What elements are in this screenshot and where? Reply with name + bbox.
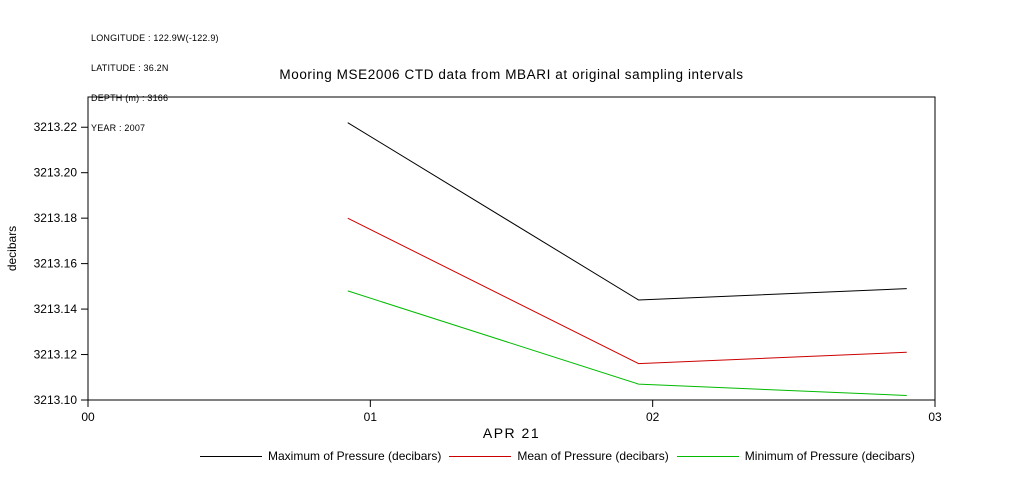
- legend-label-maximum: Maximum of Pressure (decibars): [268, 449, 442, 463]
- meta-line-year: YEAR : 2007: [91, 123, 146, 133]
- y-axis-label: decibars: [5, 226, 19, 271]
- series-line-2: [347, 290, 907, 396]
- legend-item-mean: Mean of Pressure (decibars): [449, 449, 669, 463]
- legend-line-maximum: [200, 455, 262, 457]
- legend-line-minimum: [676, 455, 739, 457]
- legend-line-mean: [449, 455, 512, 457]
- y-tick-label: 3213.16: [34, 257, 78, 271]
- legend-label-minimum: Minimum of Pressure (decibars): [744, 449, 915, 463]
- legend-item-minimum: Minimum of Pressure (decibars): [676, 449, 915, 463]
- series-line-0: [347, 122, 907, 301]
- y-tick-label: 3213.18: [34, 211, 78, 225]
- legend-label-mean: Mean of Pressure (decibars): [517, 449, 669, 463]
- y-tick-label: 3213.14: [34, 302, 78, 316]
- meta-line-latitude: LATITUDE : 36.2N: [91, 63, 169, 73]
- chart-title: Mooring MSE2006 CTD data from MBARI at o…: [279, 67, 744, 82]
- legend-item-maximum: Maximum of Pressure (decibars): [200, 449, 441, 463]
- series-line-1: [347, 217, 907, 365]
- x-tick-label: 01: [364, 410, 378, 424]
- plot-frame: [87, 96, 936, 401]
- y-tick-label: 3213.10: [34, 393, 78, 407]
- y-tick-label: 3213.20: [34, 166, 78, 180]
- x-tick-label: 02: [646, 410, 660, 424]
- y-tick-label: 3213.12: [34, 348, 78, 362]
- meta-line-longitude: LONGITUDE : 122.9W(-122.9): [91, 33, 219, 43]
- x-tick-label: 03: [928, 410, 942, 424]
- chart-legend: Maximum of Pressure (decibars) Mean of P…: [200, 449, 915, 463]
- x-axis-label: APR 21: [483, 425, 540, 441]
- header-metadata: LONGITUDE : 122.9W(-122.9) LATITUDE : 36…: [91, 13, 219, 143]
- y-tick-label: 3213.22: [34, 120, 78, 134]
- meta-line-depth: DEPTH (m) : 3166: [91, 93, 169, 103]
- x-tick-label: 00: [81, 410, 95, 424]
